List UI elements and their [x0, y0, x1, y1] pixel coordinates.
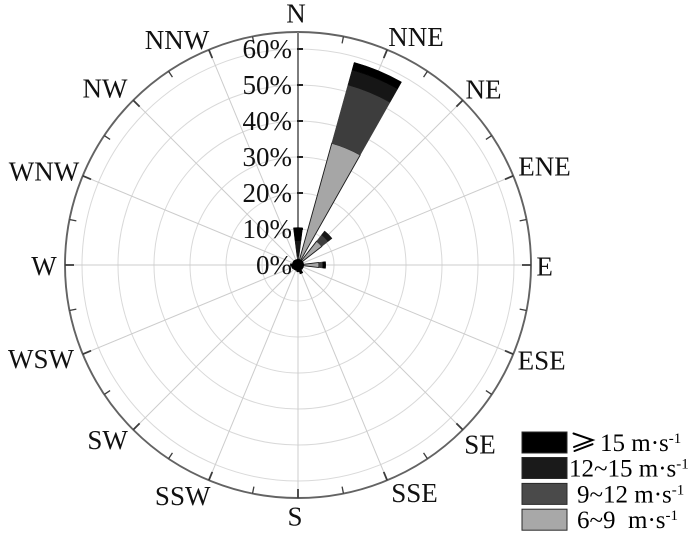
svg-text:S: S [287, 502, 302, 532]
svg-text:WSW: WSW [8, 344, 75, 374]
svg-text:WNW: WNW [9, 157, 80, 187]
svg-text:50%: 50% [243, 70, 293, 100]
svg-text:N: N [286, 0, 306, 29]
svg-text:30%: 30% [243, 142, 293, 172]
svg-text:NNW: NNW [145, 25, 210, 55]
svg-text:W: W [31, 251, 57, 281]
svg-text:9~12 m·s-1: 9~12 m·s-1 [577, 481, 684, 508]
svg-text:SSE: SSE [391, 478, 438, 508]
svg-text:E: E [536, 252, 553, 282]
svg-text:40%: 40% [243, 106, 293, 136]
svg-text:0%: 0% [256, 250, 292, 280]
svg-text:6~9 m·s-1: 6~9 m·s-1 [577, 507, 678, 534]
svg-text:60%: 60% [243, 34, 293, 64]
svg-text:ENE: ENE [518, 152, 570, 182]
svg-text:15 m·s-1: 15 m·s-1 [600, 430, 681, 457]
svg-text:NE: NE [466, 75, 502, 105]
svg-text:SE: SE [464, 430, 496, 460]
svg-text:SW: SW [87, 425, 128, 455]
svg-text:ESE: ESE [518, 346, 566, 376]
svg-text:20%: 20% [243, 178, 293, 208]
svg-text:NNE: NNE [388, 22, 444, 52]
svg-text:NW: NW [83, 74, 128, 104]
svg-text:12~15 m·s-1: 12~15 m·s-1 [569, 456, 689, 483]
svg-text:10%: 10% [243, 214, 293, 244]
svg-text:SSW: SSW [155, 481, 211, 511]
